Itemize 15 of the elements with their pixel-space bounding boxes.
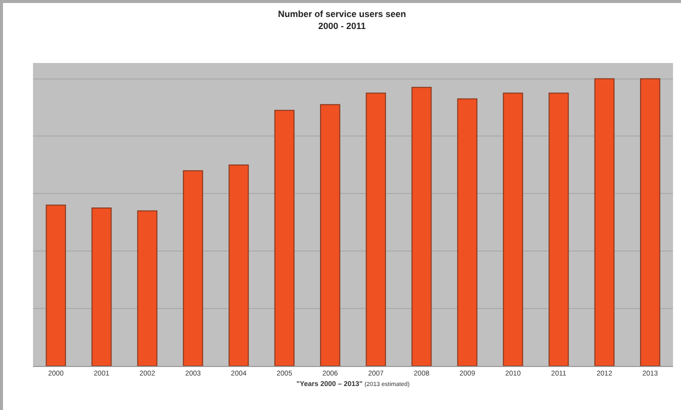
- bar: [182, 170, 204, 366]
- bar: [91, 208, 112, 366]
- chart-title: Number of service users seen 2000 - 2011: [278, 9, 406, 31]
- bar: [594, 78, 615, 366]
- bar: [137, 210, 158, 366]
- bar: [640, 78, 660, 366]
- bar: [366, 92, 386, 366]
- bar: [502, 92, 524, 366]
- bar: [411, 86, 432, 366]
- bar: [274, 110, 295, 366]
- bar: [457, 98, 478, 366]
- bar: [228, 164, 249, 366]
- bar: [548, 92, 569, 366]
- bar: [320, 104, 340, 366]
- bar: [46, 204, 66, 366]
